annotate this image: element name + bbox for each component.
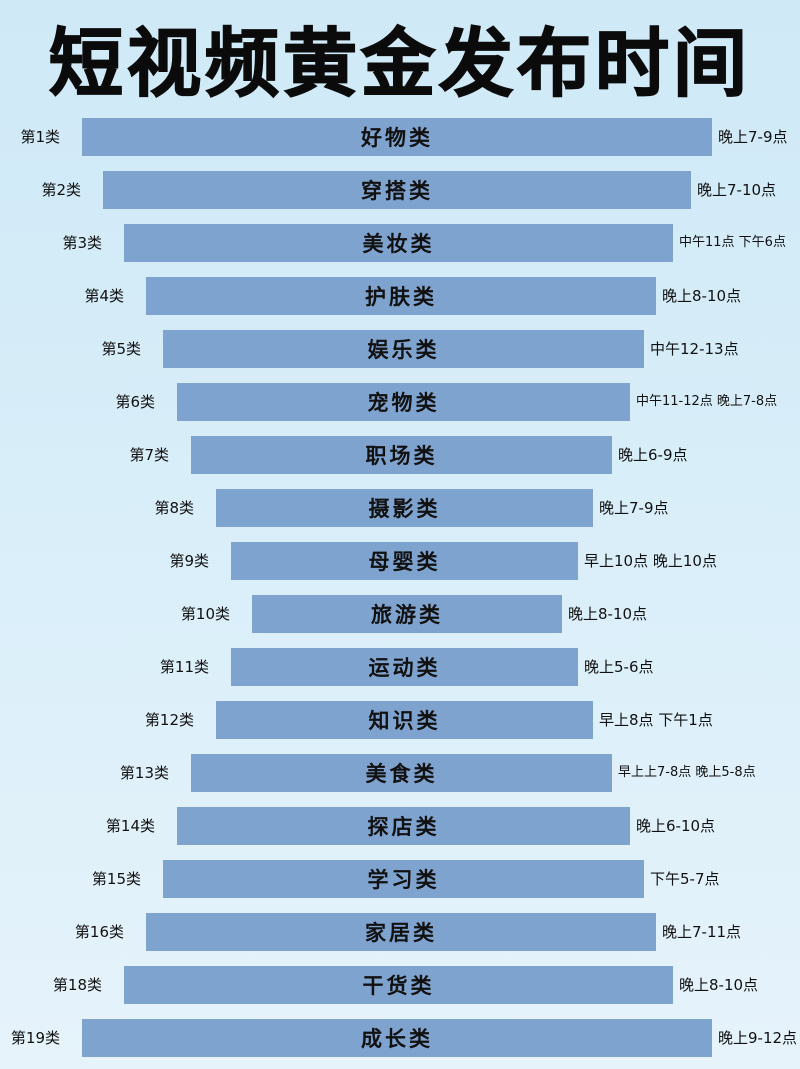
rank-label: 第9类 xyxy=(169,552,209,570)
category-label: 成长类 xyxy=(361,1027,433,1051)
rank-label: 第11类 xyxy=(159,658,209,676)
category-bar: 娱乐类 xyxy=(163,330,644,368)
list-item: 第9类 母婴类 早上10点 晚上10点 xyxy=(0,542,800,580)
category-label: 好物类 xyxy=(361,126,433,150)
time-label: 晚上5-6点 xyxy=(584,658,654,676)
rank-label: 第4类 xyxy=(84,287,124,305)
time-label: 早上10点 晚上10点 xyxy=(584,552,717,570)
rank-label: 第13类 xyxy=(119,764,169,782)
category-label: 家居类 xyxy=(365,921,437,945)
category-bar: 穿搭类 xyxy=(103,171,691,209)
list-item: 第19类 成长类 晚上9-12点 xyxy=(0,1019,800,1057)
category-label: 运动类 xyxy=(368,656,441,680)
category-bar: 护肤类 xyxy=(146,277,656,315)
time-label: 晚上7-10点 xyxy=(697,181,777,199)
page-title: 短视频黄金发布时间 xyxy=(48,20,751,108)
category-bar: 旅游类 xyxy=(252,595,562,633)
rank-label: 第7类 xyxy=(129,446,169,464)
rank-label: 第5类 xyxy=(101,340,141,358)
category-label: 职场类 xyxy=(365,444,438,468)
time-label: 晚上9-12点 xyxy=(718,1029,798,1047)
rank-label: 第12类 xyxy=(144,711,194,729)
rank-label: 第3类 xyxy=(62,234,102,252)
category-label: 美妆类 xyxy=(362,232,435,256)
category-label: 干货类 xyxy=(362,974,435,998)
time-label: 晚上7-9点 xyxy=(599,499,669,517)
category-bar: 成长类 xyxy=(82,1019,712,1057)
category-bar: 探店类 xyxy=(177,807,630,845)
time-label: 晚上8-10点 xyxy=(662,287,742,305)
list-item: 第18类 干货类 晚上8-10点 xyxy=(0,966,800,1004)
category-bar: 知识类 xyxy=(216,701,593,739)
list-item: 第10类 旅游类 晚上8-10点 xyxy=(0,595,800,633)
list-item: 第15类 学习类 下午5-7点 xyxy=(0,860,800,898)
list-item: 第11类 运动类 晚上5-6点 xyxy=(0,648,800,686)
rank-label: 第1类 xyxy=(20,128,60,146)
category-label: 探店类 xyxy=(367,815,440,839)
category-label: 娱乐类 xyxy=(367,338,440,362)
category-bar: 家居类 xyxy=(146,913,656,951)
rank-label: 第6类 xyxy=(115,393,155,411)
list-item: 第2类 穿搭类 晚上7-10点 xyxy=(0,171,800,209)
category-bar: 职场类 xyxy=(191,436,612,474)
category-bar: 好物类 xyxy=(82,118,712,156)
rank-label: 第2类 xyxy=(41,181,81,199)
list-item: 第16类 家居类 晚上7-11点 xyxy=(0,913,800,951)
rank-label: 第15类 xyxy=(91,870,141,888)
category-label: 旅游类 xyxy=(371,603,443,627)
time-label: 早上上7-8点 晚上5-8点 xyxy=(618,765,756,780)
category-bar: 学习类 xyxy=(163,860,644,898)
time-label: 晚上6-9点 xyxy=(618,446,688,464)
category-label: 宠物类 xyxy=(367,391,440,415)
time-label: 晚上8-10点 xyxy=(679,976,759,994)
category-bar: 母婴类 xyxy=(231,542,578,580)
time-label: 晚上8-10点 xyxy=(568,605,648,623)
list-item: 第8类 摄影类 晚上7-9点 xyxy=(0,489,800,527)
list-item: 第4类 护肤类 晚上8-10点 xyxy=(0,277,800,315)
time-label: 中午11点 下午6点 xyxy=(679,235,786,250)
category-label: 摄影类 xyxy=(368,497,441,521)
list-item: 第1类 好物类 晚上7-9点 xyxy=(0,118,800,156)
category-label: 护肤类 xyxy=(365,285,437,309)
time-label: 中午11-12点 晚上7-8点 xyxy=(636,394,778,409)
list-item: 第6类 宠物类 中午11-12点 晚上7-8点 xyxy=(0,383,800,421)
list-item: 第13类 美食类 早上上7-8点 晚上5-8点 xyxy=(0,754,800,792)
category-bar: 摄影类 xyxy=(216,489,593,527)
rank-label: 第16类 xyxy=(74,923,124,941)
category-label: 学习类 xyxy=(367,868,440,892)
list-item: 第5类 娱乐类 中午12-13点 xyxy=(0,330,800,368)
rank-label: 第19类 xyxy=(10,1029,60,1047)
category-label: 知识类 xyxy=(368,709,441,733)
time-label: 晚上7-9点 xyxy=(718,128,788,146)
list-item: 第3类 美妆类 中午11点 下午6点 xyxy=(0,224,800,262)
rank-label: 第14类 xyxy=(105,817,155,835)
category-bar: 运动类 xyxy=(231,648,578,686)
category-bar: 干货类 xyxy=(124,966,673,1004)
list-item: 第12类 知识类 早上8点 下午1点 xyxy=(0,701,800,739)
category-label: 美食类 xyxy=(365,762,438,786)
category-bar: 美妆类 xyxy=(124,224,673,262)
time-label: 晚上7-11点 xyxy=(662,923,742,941)
category-bar: 美食类 xyxy=(191,754,612,792)
list-item: 第7类 职场类 晚上6-9点 xyxy=(0,436,800,474)
list-item: 第14类 探店类 晚上6-10点 xyxy=(0,807,800,845)
rank-label: 第10类 xyxy=(180,605,230,623)
time-label: 早上8点 下午1点 xyxy=(599,711,713,729)
category-label: 母婴类 xyxy=(368,550,441,574)
category-label: 穿搭类 xyxy=(361,179,433,203)
time-label: 下午5-7点 xyxy=(650,870,720,888)
rank-label: 第18类 xyxy=(52,976,102,994)
rank-label: 第8类 xyxy=(154,499,194,517)
time-label: 晚上6-10点 xyxy=(636,817,716,835)
category-bar: 宠物类 xyxy=(177,383,630,421)
time-label: 中午12-13点 xyxy=(650,340,739,358)
